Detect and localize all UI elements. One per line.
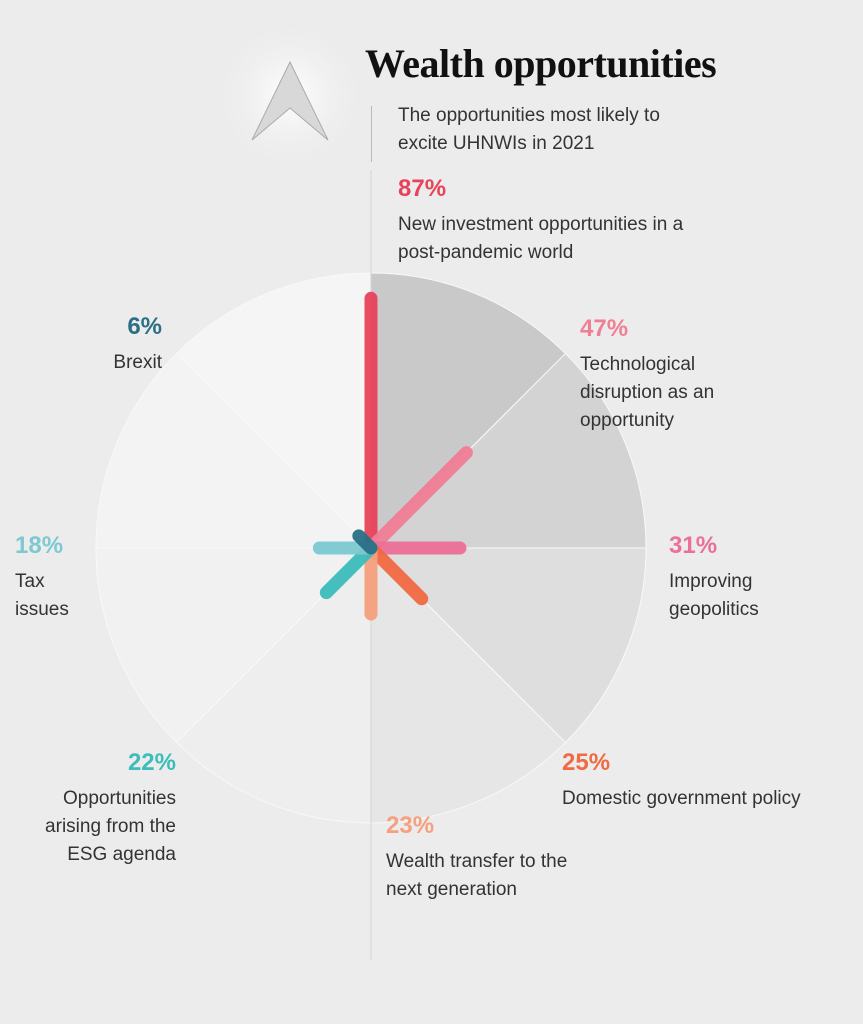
label: 87% New investment opportunities in a pos… bbox=[398, 175, 698, 267]
fan-sector bbox=[175, 272, 372, 550]
divider bbox=[371, 106, 372, 162]
label: 31% Improving geopolitics bbox=[669, 532, 819, 624]
category-label: Opportunities arising from the ESG agend… bbox=[45, 788, 176, 865]
chart-subtitle: The opportunities most likely to excite … bbox=[398, 105, 660, 154]
category-label: Tax issues bbox=[15, 571, 69, 620]
fan-sector bbox=[369, 547, 647, 744]
label: 6% Brexit bbox=[40, 313, 162, 377]
fan-sector bbox=[369, 352, 647, 549]
fan-sector bbox=[95, 352, 373, 549]
value-label: 23% bbox=[386, 812, 435, 839]
category-label: New investment opportunities in a post-p… bbox=[398, 214, 684, 263]
bar bbox=[352, 529, 378, 555]
value-label: 22% bbox=[127, 749, 176, 776]
bar bbox=[364, 541, 429, 606]
fan-sector bbox=[175, 546, 372, 824]
bar bbox=[319, 541, 378, 600]
label: 23% Wealth transfer to the next generatio… bbox=[386, 812, 596, 904]
value-label: 31% bbox=[669, 532, 718, 559]
label: 25% Domestic government policy bbox=[562, 749, 852, 813]
chart-title: Wealth opportunities bbox=[365, 41, 717, 86]
bar bbox=[364, 446, 473, 555]
category-label: Technological disruption as an opportuni… bbox=[580, 354, 715, 431]
category-label: Brexit bbox=[113, 352, 162, 373]
category-label: Improving geopolitics bbox=[669, 571, 759, 620]
label: 47% Technological disruption as an opport… bbox=[580, 315, 740, 435]
label: 18% Tax issues bbox=[15, 532, 95, 624]
category-label: Wealth transfer to the next generation bbox=[386, 851, 568, 900]
bars bbox=[312, 291, 473, 621]
logo bbox=[251, 60, 329, 141]
value-label: 18% bbox=[15, 532, 64, 559]
value-label: 25% bbox=[562, 749, 611, 776]
category-label: Domestic government policy bbox=[562, 788, 801, 809]
label: 22% Opportunities arising from the ESG ag… bbox=[6, 749, 176, 869]
fan-sector bbox=[95, 547, 373, 744]
fan-sector bbox=[370, 546, 567, 824]
value-label: 6% bbox=[127, 313, 162, 340]
value-label: 47% bbox=[580, 315, 629, 342]
background-fan bbox=[95, 272, 647, 824]
fan-sector bbox=[370, 272, 567, 550]
value-label: 87% bbox=[398, 175, 447, 202]
